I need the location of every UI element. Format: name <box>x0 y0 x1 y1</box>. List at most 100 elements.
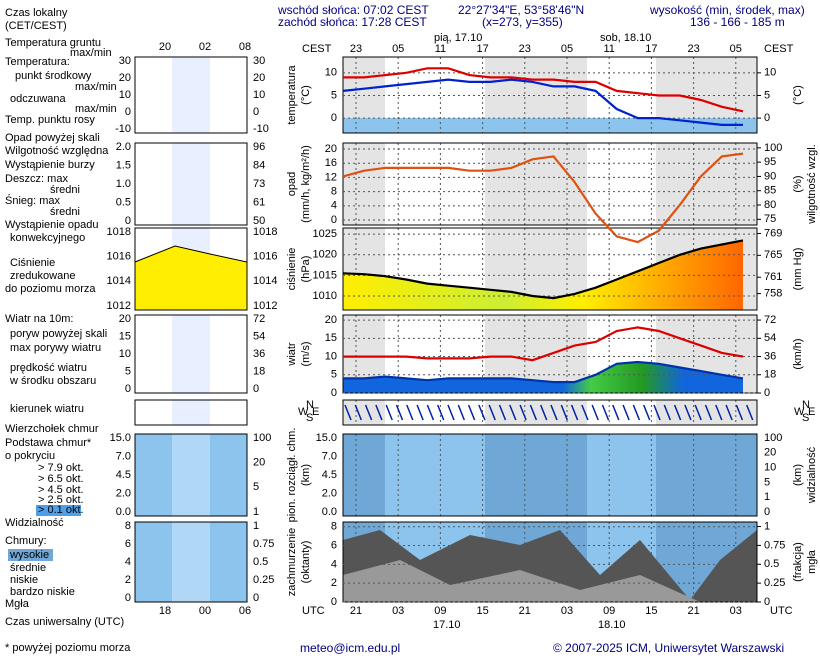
mini-tick: 0 <box>253 106 259 118</box>
night-band <box>656 143 757 225</box>
wind-arrow <box>478 404 486 421</box>
mini-tick: 1 <box>253 520 259 532</box>
mini-tick: 10 <box>119 89 131 101</box>
legend-text: Widzialność <box>5 517 64 529</box>
wind-arrow <box>560 404 568 421</box>
y-tick-label: 2 <box>331 577 337 589</box>
y-tick-label: 1020 <box>313 249 337 261</box>
legend-text: Temperatura gruntu <box>5 37 101 49</box>
axis-label: (oktanty) <box>300 541 312 584</box>
hour: 08 <box>239 41 251 53</box>
mini-frame <box>134 314 248 394</box>
series-line <box>342 152 744 244</box>
legend-text: > 7.9 okt. <box>38 462 84 474</box>
wind-arrow <box>354 404 362 421</box>
y-tick-label: 0 <box>331 112 337 124</box>
wind-arrow <box>684 404 692 421</box>
mini-tick: 10 <box>119 348 131 360</box>
axis-label: (km) <box>792 464 804 486</box>
y2-tick-label: 10 <box>764 67 776 79</box>
mini-day <box>172 57 210 133</box>
y-tick-label: 8 <box>331 186 337 198</box>
night-band <box>343 434 385 516</box>
y-tick-label: 10 <box>325 67 337 79</box>
axis-label: mgła <box>806 549 818 574</box>
night-band <box>656 434 757 516</box>
legend-text: kierunek wiatru <box>10 403 84 415</box>
legend-text: wysokie <box>9 549 49 561</box>
wind-arrow <box>725 404 733 421</box>
legend-text: konwekcyjnego <box>10 232 85 244</box>
mini-day <box>172 434 210 516</box>
legend-text: Wystąpienie burzy <box>5 159 95 171</box>
legend-text: o pokryciu <box>5 450 55 462</box>
mini-tick: 96 <box>253 141 265 153</box>
hour: 03 <box>730 605 742 617</box>
mini-tick: 84 <box>253 159 265 171</box>
compass: E <box>808 406 815 418</box>
compass: N <box>802 399 810 411</box>
mini-tick: 0.0 <box>116 506 131 518</box>
wind-arrow <box>447 404 455 421</box>
mini-tick: 18 <box>253 365 265 377</box>
y-tick-label: 1015 <box>313 269 337 281</box>
hour: 21 <box>519 605 531 617</box>
legend-text: prędkość wiatru <box>10 362 87 374</box>
mini-tick: 30 <box>119 55 131 67</box>
y-tick-label: 8 <box>331 521 337 533</box>
hour: 11 <box>435 43 446 55</box>
axis-label: wiatr <box>286 342 298 367</box>
label: 18.10 <box>598 619 626 631</box>
label: UTC <box>770 605 793 617</box>
wind-arrow <box>426 404 435 421</box>
legend-text: Wilgotność względna <box>5 145 109 157</box>
mini-tick: 0 <box>253 592 259 604</box>
area <box>343 240 743 310</box>
axis-label: (m/s) <box>300 341 312 366</box>
axis-label: (km) <box>300 464 312 486</box>
below-zero <box>343 118 757 133</box>
y2-tick-label: 100 <box>764 142 782 154</box>
label: © 2007-2025 ICM, Uniwersytet Warszawski <box>553 641 784 655</box>
panel-frame <box>342 399 758 426</box>
y-tick-label: 15 <box>325 332 337 344</box>
series-line <box>343 360 744 384</box>
mini-tick: 1012 <box>253 300 277 312</box>
mini-tick: 4.5 <box>116 469 131 481</box>
label: UTC <box>302 605 325 617</box>
axis-label: (hPa) <box>300 256 312 283</box>
legend-text: max/min <box>70 47 112 59</box>
mini-tick: 1014 <box>253 275 277 287</box>
mini-tick: 2.0 <box>116 487 131 499</box>
compass: W <box>794 406 805 418</box>
mini-frame <box>134 56 248 134</box>
mini-day <box>172 315 210 393</box>
tick-label: 100 <box>764 432 782 444</box>
hour: 23 <box>519 43 531 55</box>
hour: 15 <box>645 605 657 617</box>
y2-tick-label: 90 <box>764 170 776 182</box>
axis-label: (km/h) <box>792 338 804 369</box>
mini-tick: 30 <box>253 55 265 67</box>
axis-label: (mm Hg) <box>792 248 804 291</box>
tick-label: 5 <box>764 476 770 488</box>
legend-text: poryw powyżej skali <box>10 328 107 340</box>
y-tick-label: 0 <box>331 387 337 399</box>
wind-arrow <box>612 404 620 421</box>
mini-tick: 0 <box>253 383 259 395</box>
y-tick-label: 12 <box>325 171 337 183</box>
legend-highlight <box>36 505 81 516</box>
compass: E <box>312 406 319 418</box>
legend-highlight <box>8 549 53 561</box>
mini-tick: 2 <box>125 574 131 586</box>
legend-text: Wiatr na 10m: <box>5 313 73 325</box>
wind-arrow <box>601 404 610 421</box>
hour: 21 <box>350 605 362 617</box>
wind-arrow <box>673 404 682 421</box>
wind-arrow <box>581 404 589 421</box>
label: (x=273, y=355) <box>482 15 563 29</box>
mini-tick: -10 <box>253 123 269 135</box>
y2-tick-label: 765 <box>764 249 782 261</box>
y2-tick-label: 85 <box>764 185 776 197</box>
